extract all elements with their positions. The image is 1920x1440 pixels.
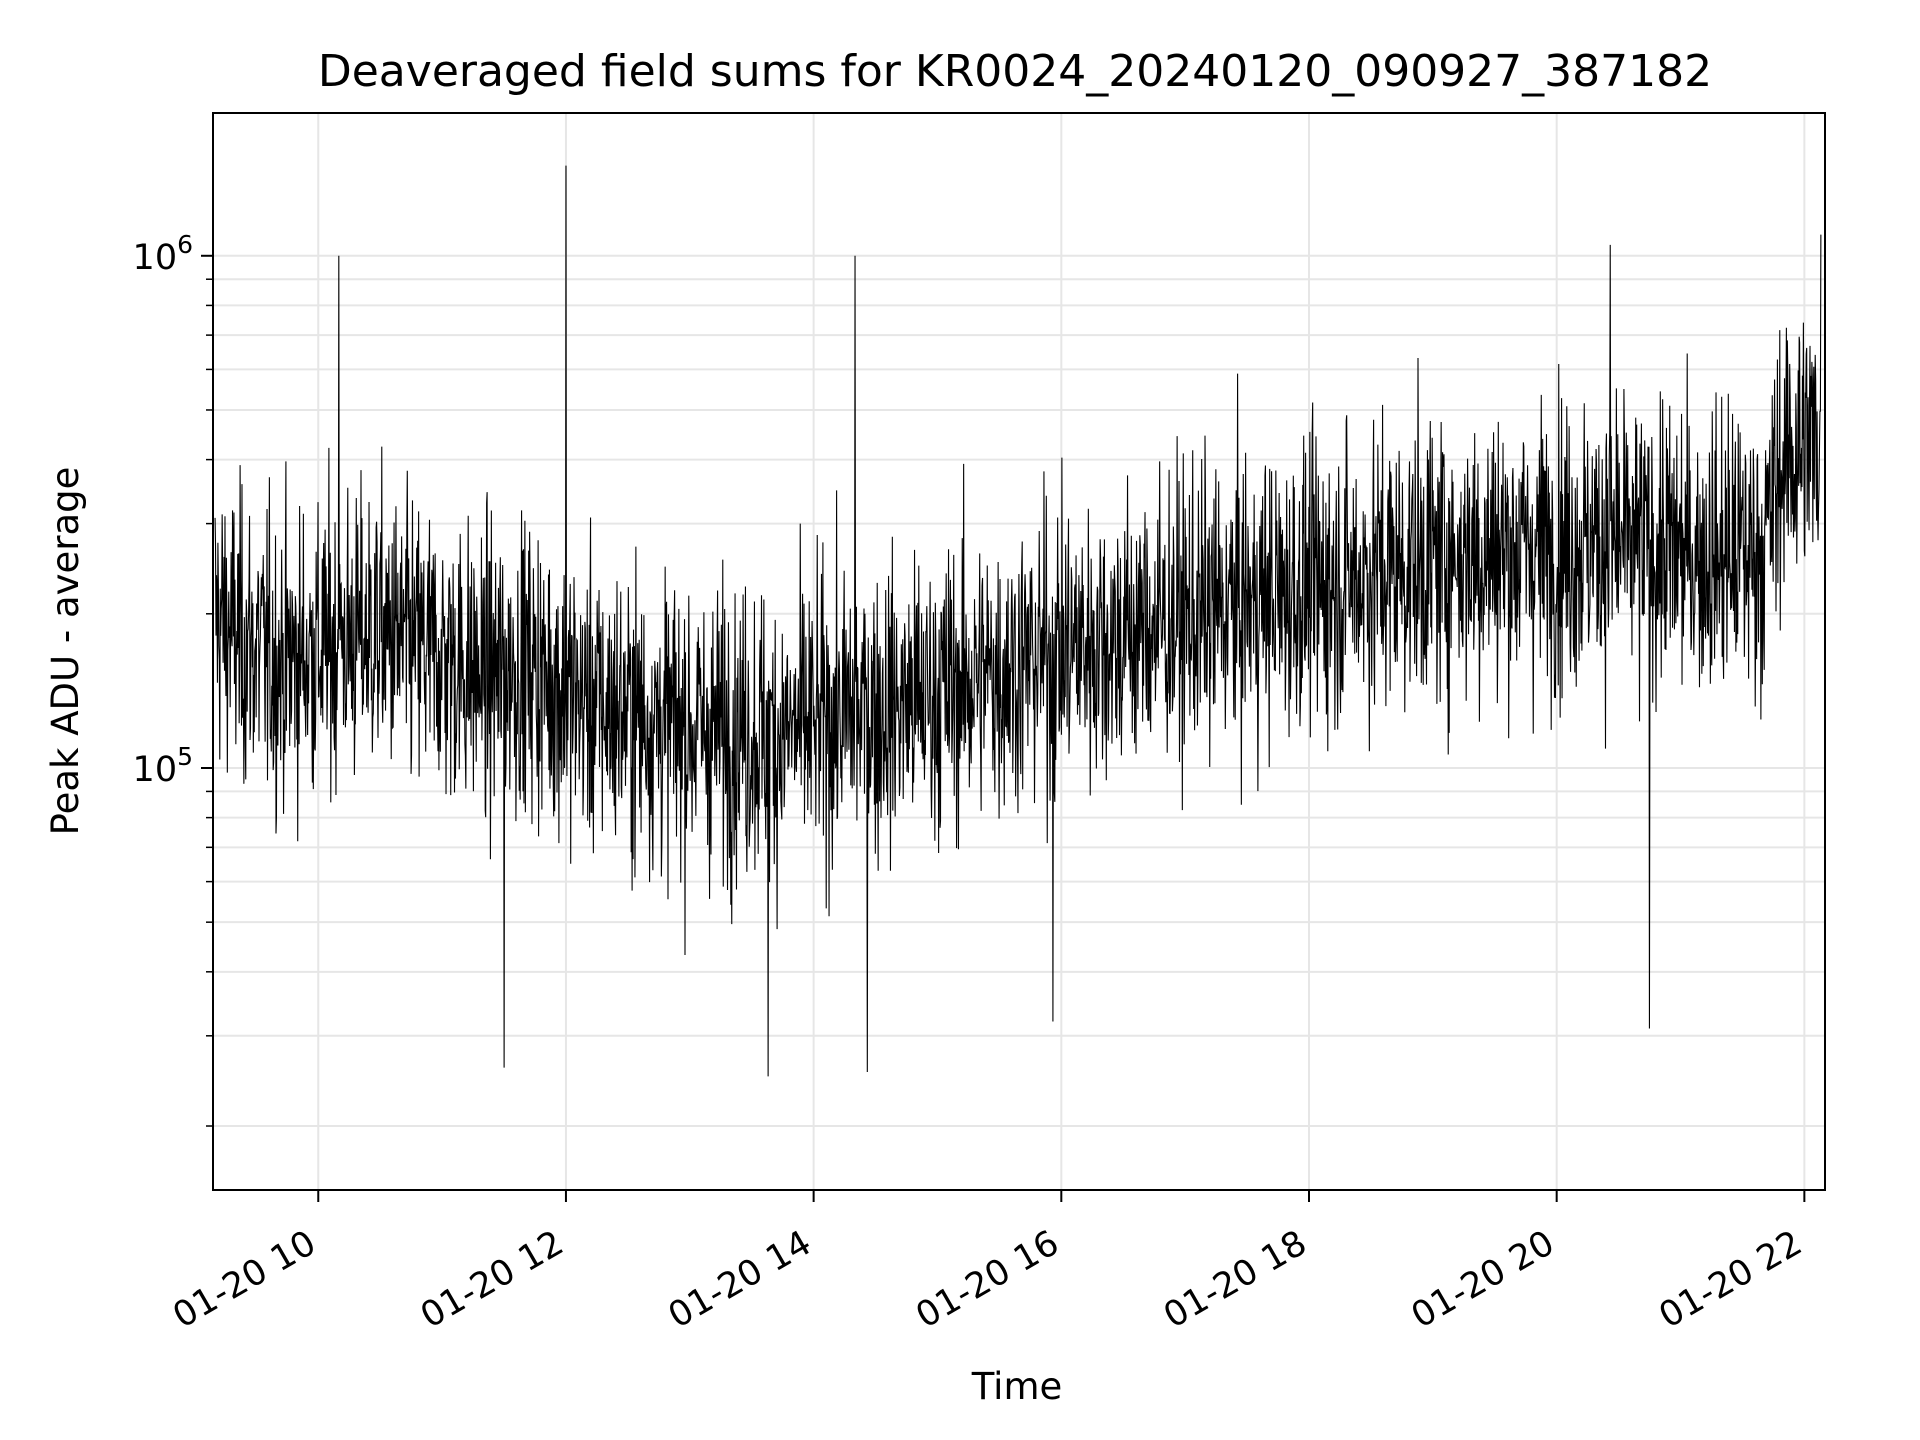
x-axis-label: Time	[971, 1365, 1063, 1408]
y-tick-label: 105	[133, 742, 193, 790]
y-axis-ticks: 105 106	[133, 230, 213, 1127]
plot-frame	[212, 112, 1826, 1191]
x-tick-label: 01-20 22	[1653, 1223, 1809, 1336]
chart-title: Deaveraged field sums for KR0024_2024012…	[318, 46, 1712, 97]
grid-lines	[213, 113, 1825, 1190]
x-tick-label: 01-20 18	[1157, 1223, 1313, 1336]
x-tick-label: 01-20 14	[662, 1223, 818, 1336]
y-tick-label: 106	[133, 230, 193, 278]
y-axis-label: Peak ADU - average	[44, 467, 87, 836]
x-tick-label: 01-20 20	[1405, 1223, 1561, 1336]
x-tick-label: 01-20 10	[166, 1223, 322, 1336]
x-tick-label: 01-20 12	[414, 1223, 570, 1336]
series-path	[214, 165, 1822, 1077]
x-tick-label: 01-20 16	[910, 1223, 1066, 1336]
series-line	[214, 165, 1822, 1077]
x-axis-ticks: 01-20 10 01-20 12 01-20 14 01-20 16 01-20 18…	[166, 1190, 1809, 1336]
